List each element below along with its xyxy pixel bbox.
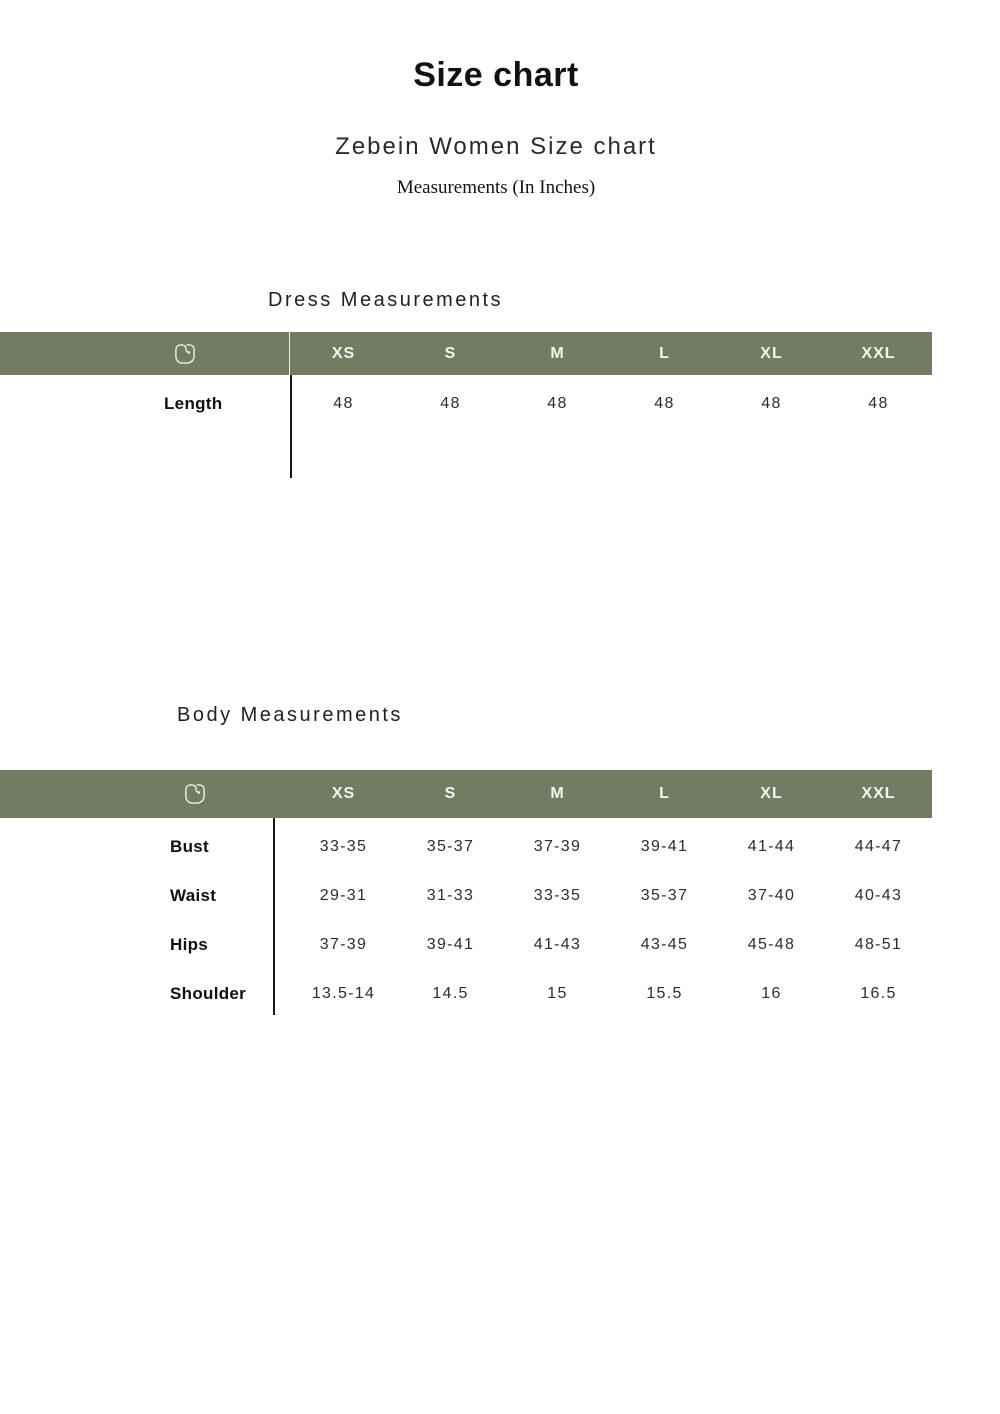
table-cell: 39-41 [426,936,475,953]
table-cell: 48 [654,395,675,412]
row-values: 48 48 48 48 48 48 [290,395,932,413]
row-label: Bust [170,837,209,856]
table-cell: 37-39 [533,838,582,855]
column-header-xs: XS [331,344,356,362]
table-cell: 35-37 [640,887,689,904]
table-cell: 45-48 [747,936,796,953]
table-cell: 48 [333,395,354,412]
column-header-l: L [659,344,670,362]
table-cell: 48-51 [854,936,903,953]
dress-table-icon-cell [0,332,290,375]
column-header-s: S [444,344,457,362]
table-cell: 14.5 [432,985,469,1002]
dress-table-header-row: XS S M L XL XXL [0,332,932,375]
body-measurements-heading: Body Measurements [177,704,403,726]
row-values: 29-31 31-33 33-35 35-37 37-40 40-43 [290,887,932,905]
table-row-hips: Hips 37-39 39-41 41-43 43-45 45-48 48-51 [0,920,932,970]
column-header-m: M [550,344,565,362]
table-cell: 29-31 [319,887,368,904]
column-header-xs: XS [331,785,356,802]
table-cell: 33-35 [533,887,582,904]
table-cell: 48 [547,395,568,412]
dress-measurements-heading: Dress Measurements [268,289,504,311]
table-cell: 15 [547,985,568,1002]
column-header-s: S [444,785,457,802]
table-cell: 31-33 [426,887,475,904]
table-cell: 35-37 [426,838,475,855]
dress-table-column-headers: XS S M L XL XXL [290,332,932,375]
table-row-shoulder: Shoulder 13.5-14 14.5 15 15.5 16 16.5 [0,969,932,1019]
measuring-tape-icon [185,784,205,804]
table-cell: 44-47 [854,838,903,855]
units-note: Measurements (In Inches) [396,177,596,198]
row-label: Length [164,394,223,413]
table-cell: 48 [440,395,461,412]
row-values: 13.5-14 14.5 15 15.5 16 16.5 [290,985,932,1003]
row-values: 33-35 35-37 37-39 39-41 41-44 44-47 [290,838,932,856]
column-header-xxl: XXL [861,785,896,802]
table-cell: 43-45 [640,936,689,953]
table-cell: 41-43 [533,936,582,953]
table-cell: 41-44 [747,838,796,855]
table-cell: 16.5 [860,985,897,1002]
subtitle: Zebein Women Size chart [335,133,657,160]
column-divider [273,818,275,1015]
column-header-xl: XL [760,344,783,362]
table-cell: 13.5-14 [311,985,376,1002]
body-table-icon-cell [0,770,290,818]
row-values: 37-39 39-41 41-43 43-45 45-48 48-51 [290,936,932,954]
table-cell: 37-40 [747,887,796,904]
table-cell: 48 [868,395,889,412]
measuring-tape-icon [175,343,195,364]
row-label: Waist [170,886,217,905]
table-cell: 37-39 [319,936,368,953]
table-cell: 48 [761,395,782,412]
column-divider [290,375,292,478]
column-header-m: M [550,785,565,802]
page-title: Size chart [413,56,579,94]
column-header-l: L [659,785,670,802]
table-cell: 15.5 [646,985,683,1002]
row-label: Shoulder [170,984,247,1003]
table-cell: 39-41 [640,838,689,855]
table-cell: 33-35 [319,838,368,855]
row-label: Hips [170,935,209,954]
table-cell: 16 [761,985,782,1002]
table-row-length: Length 48 48 48 48 48 48 [0,377,932,431]
table-row-waist: Waist 29-31 31-33 33-35 35-37 37-40 40-4… [0,871,932,921]
column-header-xxl: XXL [861,344,896,362]
body-table-header-row: XS S M L XL XXL [0,770,932,818]
body-table-column-headers: XS S M L XL XXL [290,770,932,818]
table-cell: 40-43 [854,887,903,904]
table-row-bust: Bust 33-35 35-37 37-39 39-41 41-44 44-47 [0,822,932,872]
column-header-xl: XL [760,785,783,802]
